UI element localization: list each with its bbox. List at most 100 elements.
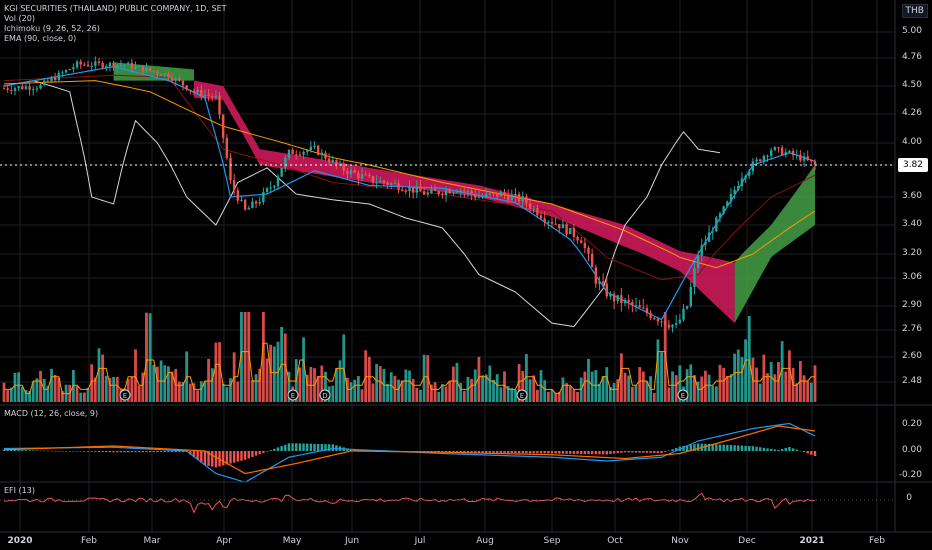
volume-bar xyxy=(663,312,667,402)
macd-histogram-bar xyxy=(353,449,356,451)
volume-bar xyxy=(758,383,762,402)
volume-bar xyxy=(320,365,324,402)
candle-body xyxy=(773,147,777,151)
macd-tick-label: 0.20 xyxy=(901,419,922,429)
volume-bar xyxy=(780,341,784,402)
candle-body xyxy=(375,182,378,184)
candle-body xyxy=(660,321,663,323)
candle-body xyxy=(400,189,404,191)
candle-body xyxy=(554,223,557,225)
macd-histogram-bar xyxy=(108,451,112,453)
legend-ichimoku[interactable]: Ichimoku (9, 26, 52, 26) xyxy=(4,24,100,33)
macd-histogram-bar xyxy=(459,451,462,453)
current-price-label: 3.82 xyxy=(898,158,928,172)
macd-histogram-bar xyxy=(506,451,510,453)
macd-histogram-bar xyxy=(163,451,166,453)
volume-bar xyxy=(725,376,729,402)
candle-body xyxy=(576,237,579,241)
macd-histogram-bar xyxy=(499,451,503,453)
legend-ema[interactable]: EMA (90, close, 0) xyxy=(4,34,77,43)
macd-histogram-bar xyxy=(554,451,557,454)
volume-bar xyxy=(514,389,517,402)
volume-bar xyxy=(53,374,57,402)
volume-bar xyxy=(112,376,115,402)
candle-body xyxy=(678,319,682,324)
volume-bar xyxy=(9,387,13,402)
volume-bar xyxy=(704,370,707,402)
volume-bar xyxy=(693,375,696,402)
volume-bar xyxy=(192,383,196,402)
macd-histogram-bar xyxy=(75,451,79,452)
macd-histogram-bar xyxy=(422,451,426,452)
legend-efi[interactable]: EFI (13) xyxy=(4,486,35,495)
macd-histogram-bar xyxy=(503,451,506,453)
volume-bar xyxy=(408,370,411,402)
macd-histogram-bar xyxy=(320,444,324,451)
macd-histogram-bar xyxy=(495,451,499,453)
macd-histogram-bar xyxy=(211,451,214,467)
volume-bar xyxy=(338,360,342,402)
volume-bar xyxy=(539,370,543,402)
macd-histogram-bar xyxy=(565,451,568,454)
candle-body xyxy=(569,227,572,235)
candle-body xyxy=(50,77,53,82)
candle-body xyxy=(514,193,517,196)
macd-histogram-bar xyxy=(481,451,484,453)
macd-histogram-bar xyxy=(521,451,524,454)
macd-histogram-bar xyxy=(536,451,539,454)
symbol-title[interactable]: KGI SECURITIES (THAILAND) PUBLIC COMPANY… xyxy=(4,4,227,13)
legend-volume[interactable]: Vol (20) xyxy=(4,14,35,23)
volume-bar xyxy=(689,364,693,402)
candle-body xyxy=(178,78,181,81)
volume-bar xyxy=(583,371,587,402)
candle-body xyxy=(141,65,145,72)
volume-bar xyxy=(652,392,656,402)
candle-body xyxy=(802,156,806,161)
macd-histogram-bar xyxy=(642,451,645,453)
volume-bar xyxy=(115,376,119,402)
candle-body xyxy=(251,201,254,208)
macd-histogram-bar xyxy=(605,451,608,455)
candle-body xyxy=(601,281,605,284)
candle-body xyxy=(207,94,210,97)
candle-body xyxy=(72,67,75,70)
candle-body xyxy=(386,182,389,185)
volume-bar xyxy=(630,386,634,402)
macd-histogram-bar xyxy=(229,451,232,464)
volume-bar xyxy=(378,366,382,402)
macd-histogram-bar xyxy=(152,451,155,453)
volume-bar xyxy=(546,391,550,402)
candle-body xyxy=(331,160,334,163)
volume-bar xyxy=(609,387,612,402)
macd-line xyxy=(3,422,816,483)
candle-body xyxy=(718,213,722,218)
volume-bar xyxy=(565,383,568,402)
macd-histogram-bar xyxy=(656,451,660,453)
candle-body xyxy=(262,191,265,203)
volume-bar xyxy=(459,382,463,402)
efi-line xyxy=(3,492,816,514)
candle-body xyxy=(474,194,477,198)
candle-body xyxy=(342,164,345,171)
volume-bar xyxy=(755,367,758,402)
candle-body xyxy=(32,89,35,91)
macd-histogram-bar xyxy=(448,451,451,453)
candle-body xyxy=(203,94,207,97)
macd-histogram-bar xyxy=(83,451,86,452)
volume-bar xyxy=(747,315,751,402)
macd-histogram-bar xyxy=(715,444,718,451)
macd-histogram-bar xyxy=(463,451,466,453)
candle-body xyxy=(302,151,305,155)
volume-bar xyxy=(39,370,42,402)
macd-histogram-bar xyxy=(17,450,20,451)
volume-bar xyxy=(177,381,181,402)
macd-histogram-bar xyxy=(251,451,254,458)
candle-body xyxy=(550,221,554,224)
macd-histogram-bar xyxy=(57,451,60,452)
candle-body xyxy=(273,186,276,188)
legend-macd[interactable]: MACD (12, 26, close, 9) xyxy=(4,409,99,418)
candle-body xyxy=(448,190,451,194)
macd-histogram-bar xyxy=(324,444,327,451)
currency-label[interactable]: THB xyxy=(901,4,928,18)
